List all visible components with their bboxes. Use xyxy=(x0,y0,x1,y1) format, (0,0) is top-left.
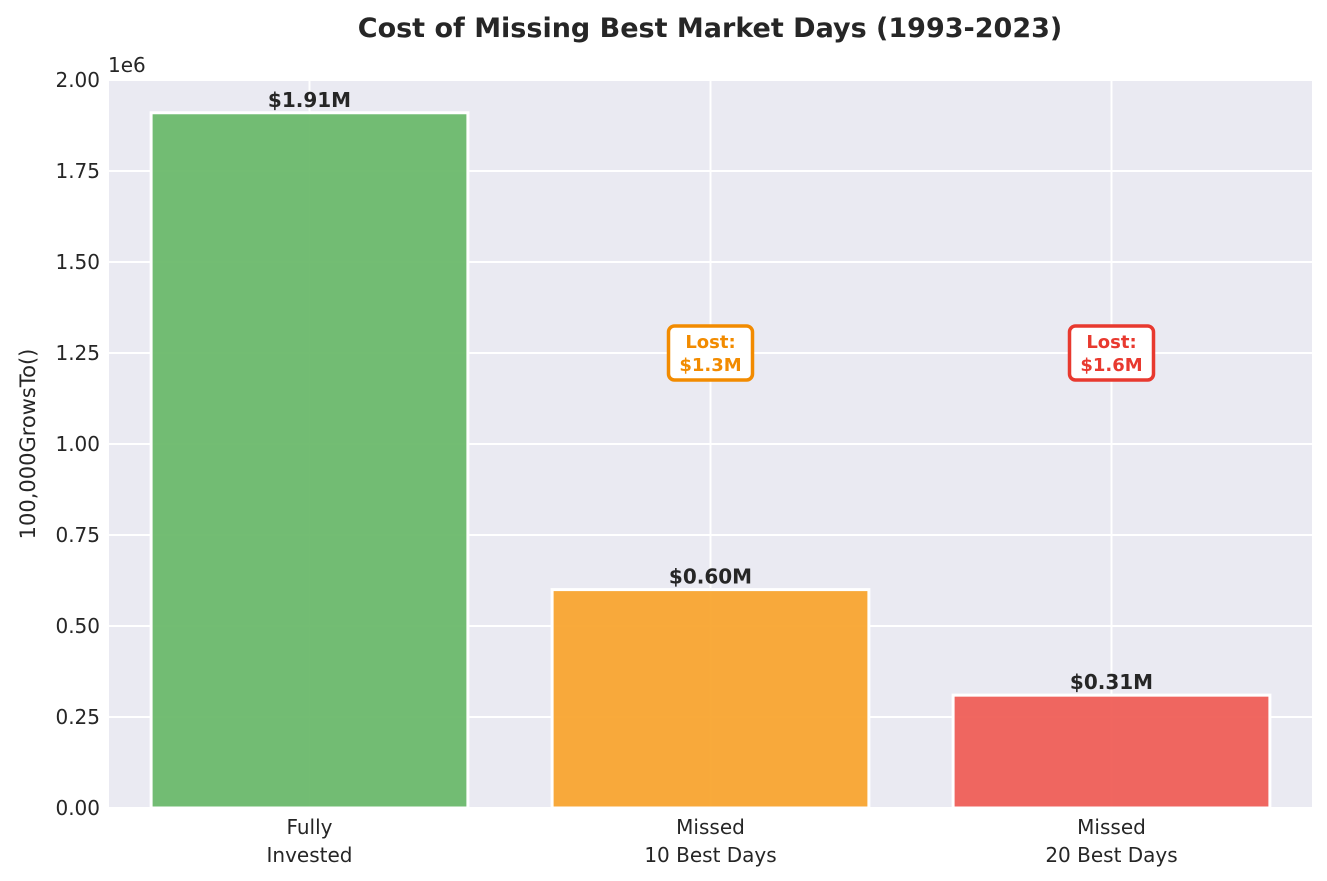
y-tick-label: 1.25 xyxy=(55,341,100,365)
y-tick-label: 0.00 xyxy=(55,796,100,820)
y-axis-ticks: 0.00 0.25 0.50 0.75 1.00 1.25 1.50 1.75 2.00 xyxy=(55,68,100,820)
x-tick-label: Fully xyxy=(286,815,332,839)
annotation-box xyxy=(1067,324,1156,382)
y-tick-label: 0.75 xyxy=(55,523,100,547)
annotation-text: $1.3M xyxy=(679,355,741,376)
chart-title: Cost of Missing Best Market Days (1993-2… xyxy=(358,13,1062,44)
annotation-box xyxy=(666,324,755,382)
x-axis-ticks: Fully Invested Missed 10 Best Days Missed 20 … xyxy=(267,815,1178,867)
y-offset-label: 1e6 xyxy=(108,53,146,77)
annotation-text: Lost: xyxy=(685,332,735,353)
bar-value-label: $0.31M xyxy=(1070,670,1153,694)
bar-value-labels: $1.91M $0.60M $0.31M xyxy=(268,88,1153,694)
lost-annotation: Lost:$1.3M xyxy=(666,324,755,382)
x-tick-label: Missed xyxy=(676,815,745,839)
lost-annotation: Lost:$1.6M xyxy=(1067,324,1156,382)
y-tick-label: 1.00 xyxy=(55,432,100,456)
x-tick-label: 10 Best Days xyxy=(644,843,776,867)
bars xyxy=(149,111,1272,810)
y-tick-label: 0.25 xyxy=(55,705,100,729)
y-tick-label: 1.75 xyxy=(55,159,100,183)
bar-value-label: $0.60M xyxy=(669,565,752,589)
annotation-text: Lost: xyxy=(1086,332,1136,353)
x-tick-label: Missed xyxy=(1077,815,1146,839)
x-tick-label: Invested xyxy=(267,843,353,867)
y-tick-label: 1.50 xyxy=(55,250,100,274)
bar xyxy=(951,693,1272,810)
x-tick-label: 20 Best Days xyxy=(1045,843,1177,867)
y-tick-label: 0.50 xyxy=(55,614,100,638)
y-axis-label: 100,000GrowsTo() xyxy=(16,349,40,540)
bar xyxy=(550,588,871,810)
bar-value-label: $1.91M xyxy=(268,88,351,112)
bar xyxy=(149,111,470,810)
y-tick-label: 2.00 xyxy=(55,68,100,92)
annotation-text: $1.6M xyxy=(1080,355,1142,376)
